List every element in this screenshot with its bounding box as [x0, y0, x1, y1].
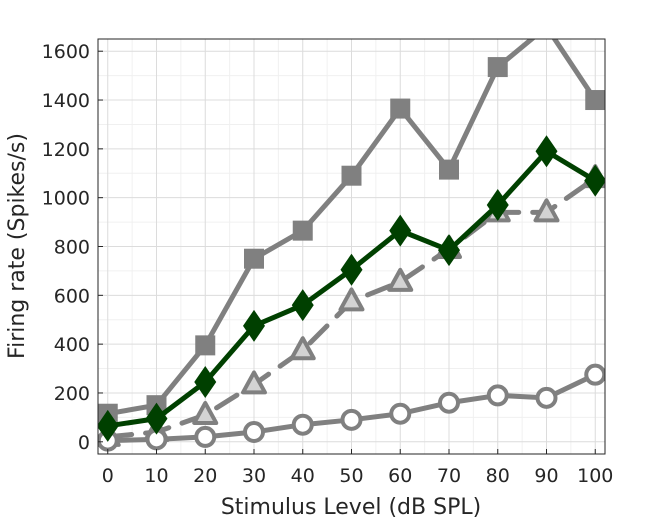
- marker-diamond: [389, 214, 412, 247]
- y-tick-label: 400: [54, 334, 90, 356]
- x-tick-label: 50: [339, 465, 363, 487]
- y-tick-label: 1200: [42, 139, 90, 161]
- marker-triangle: [338, 287, 365, 312]
- marker-square: [439, 159, 459, 180]
- marker-square: [585, 90, 605, 111]
- marker-square: [244, 248, 264, 269]
- marker-square: [195, 335, 216, 356]
- marker-square: [487, 57, 508, 78]
- marker-circle: [438, 391, 460, 414]
- x-tick-label: 80: [486, 465, 510, 487]
- marker-circle: [535, 386, 558, 409]
- marker-circle: [584, 363, 605, 386]
- marker-square: [341, 165, 362, 186]
- series-diamond: [98, 135, 605, 442]
- marker-circle: [486, 384, 509, 407]
- y-tick-label: 1000: [42, 188, 90, 210]
- y-tick-label: 200: [54, 383, 90, 405]
- marker-triangle: [192, 400, 219, 425]
- marker-diamond: [145, 402, 168, 435]
- marker-diamond: [98, 409, 119, 442]
- tick-labels: 0 10 20 30 40 50 60 70 80 90 100020040060080010001…: [42, 41, 614, 487]
- marker-square: [390, 98, 411, 119]
- marker-diamond: [194, 365, 217, 398]
- x-tick-label: 20: [193, 465, 217, 487]
- marker-circle: [389, 402, 412, 425]
- marker-diamond: [486, 189, 509, 221]
- marker-circle: [243, 421, 265, 444]
- x-tick-label: 100: [577, 465, 613, 487]
- x-tick-label: 0: [102, 465, 114, 487]
- x-tick-label: 90: [534, 465, 558, 487]
- series-circle: [98, 363, 605, 452]
- x-tick-label: 60: [388, 465, 412, 487]
- x-tick-label: 10: [144, 465, 168, 487]
- marker-diamond: [535, 135, 558, 168]
- y-tick-label: 1400: [42, 90, 90, 112]
- marker-triangle: [387, 267, 414, 292]
- marker-triangle: [533, 198, 560, 223]
- y-axis-label: Firing rate (Spikes/s): [5, 133, 30, 359]
- marker-circle: [291, 413, 314, 436]
- y-tick-label: 800: [54, 237, 90, 259]
- marker-circle: [194, 425, 217, 448]
- marker-square: [292, 220, 313, 241]
- marker-triangle: [289, 336, 316, 361]
- marker-diamond: [291, 289, 314, 322]
- x-axis-label: Stimulus Level (dB SPL): [221, 495, 481, 520]
- marker-diamond: [243, 309, 265, 342]
- marker-triangle: [241, 370, 267, 395]
- marker-circle: [340, 408, 363, 431]
- series-layer: [98, 17, 605, 452]
- y-tick-label: 0: [78, 432, 90, 454]
- marker-diamond: [438, 234, 460, 267]
- marker-square: [537, 17, 557, 37]
- marker-diamond: [340, 253, 363, 286]
- marker-diamond: [584, 164, 605, 197]
- x-tick-label: 70: [437, 465, 461, 487]
- x-tick-label: 30: [242, 465, 266, 487]
- y-tick-label: 600: [54, 285, 90, 307]
- axis-ticks: [98, 50, 596, 454]
- x-tick-label: 40: [291, 465, 315, 487]
- y-tick-label: 1600: [42, 41, 90, 63]
